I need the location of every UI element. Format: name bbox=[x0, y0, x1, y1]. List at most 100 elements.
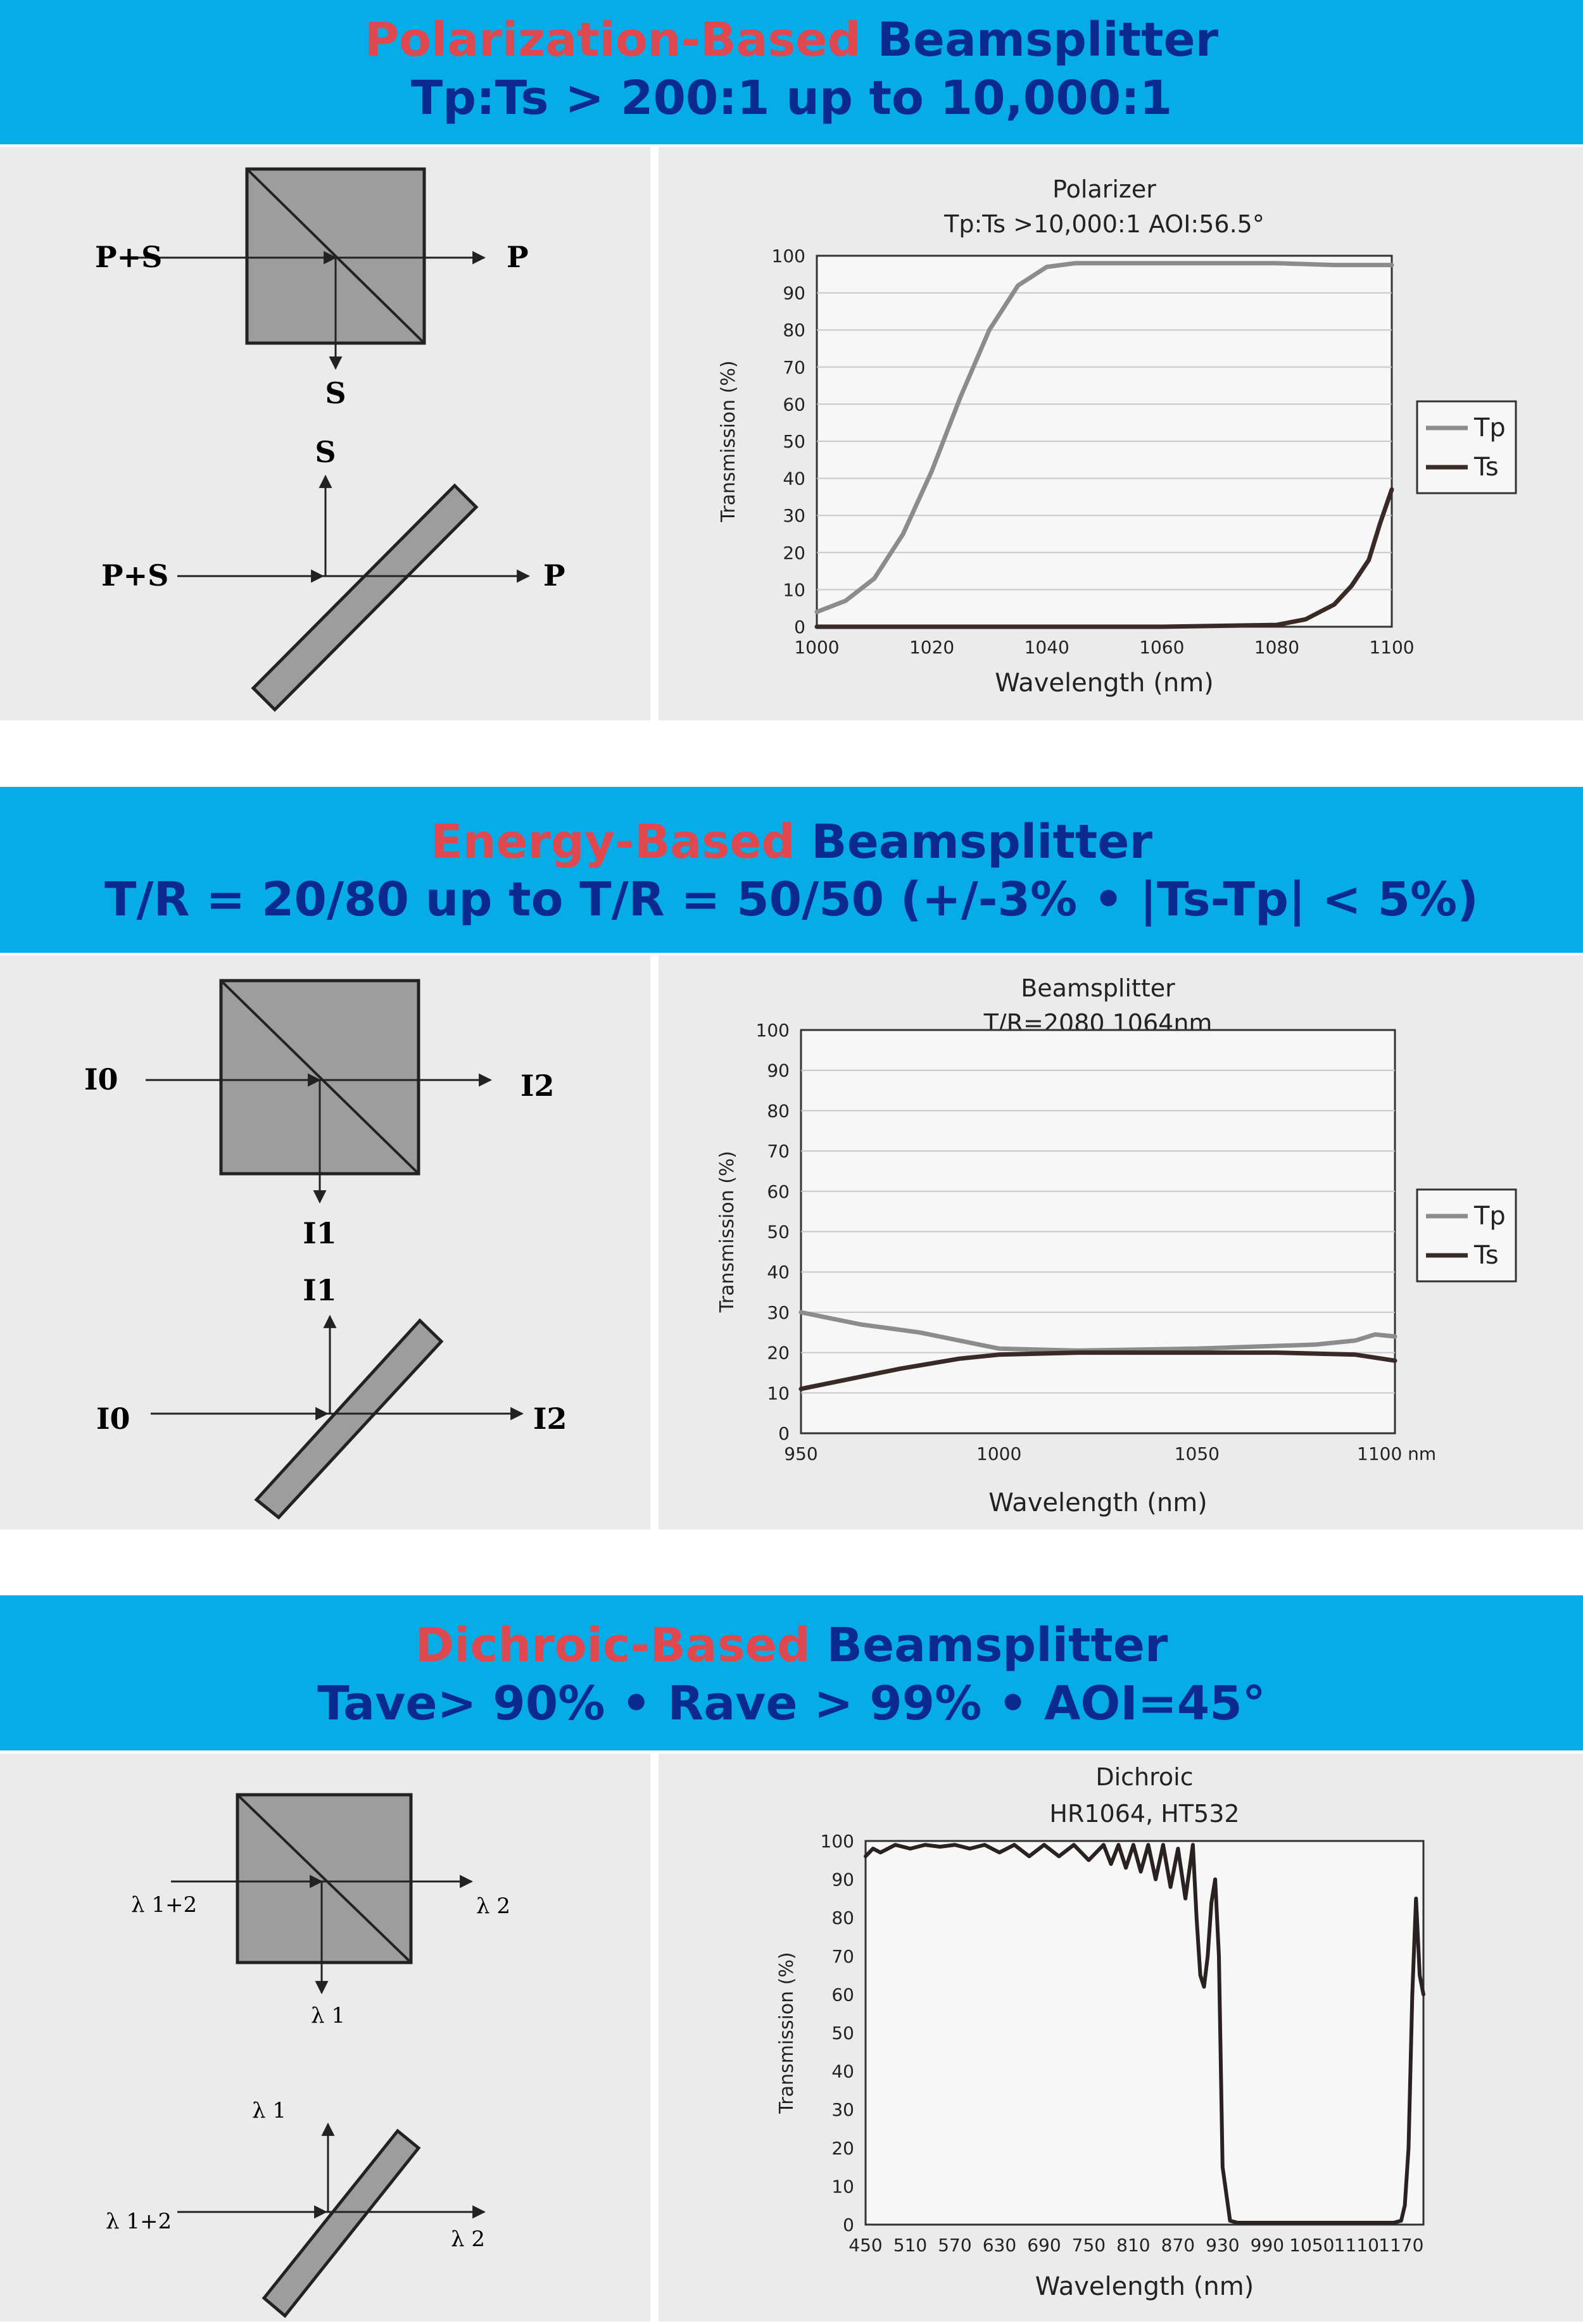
y-tick-label: 30 bbox=[767, 1302, 790, 1323]
cube-reflected-label: S bbox=[325, 376, 346, 410]
diagram-panel-polarization: P+S P S P+S P S bbox=[0, 147, 650, 720]
y-tick-label: 90 bbox=[783, 283, 805, 304]
y-tick-label: 10 bbox=[831, 2176, 854, 2197]
chart-title: Beamsplitter bbox=[1021, 974, 1175, 1002]
cube-reflected-label: λ 1 bbox=[311, 2003, 345, 2028]
cube-beamsplitter bbox=[146, 979, 493, 1204]
legend-label-tp: Tp bbox=[1473, 1202, 1506, 1231]
legend-label-ts: Ts bbox=[1473, 1241, 1499, 1270]
y-tick-label: 80 bbox=[831, 1907, 854, 1928]
y-tick-label: 60 bbox=[783, 394, 805, 415]
series-line-tp bbox=[798, 1310, 1397, 1353]
cube-output-label: I2 bbox=[520, 1069, 555, 1103]
heading-rest: Beamsplitter bbox=[795, 815, 1152, 869]
heading-accent: Dichroic-Based bbox=[415, 1618, 810, 1673]
series-line-ts bbox=[798, 1350, 1397, 1391]
x-tick-label: 1100 bbox=[1369, 637, 1414, 658]
y-tick-label: 0 bbox=[794, 617, 805, 638]
x-axis-label: Wavelength (nm) bbox=[988, 1488, 1208, 1517]
x-tick-label: 1000 bbox=[794, 637, 839, 658]
plate-output-label: I2 bbox=[533, 1402, 567, 1436]
cube-input-label: P+S bbox=[95, 240, 162, 274]
y-tick-label: 30 bbox=[783, 505, 805, 526]
heading-accent: Energy-Based bbox=[431, 815, 795, 869]
plot-area bbox=[864, 1840, 1425, 2226]
y-tick-label: 0 bbox=[843, 2214, 854, 2235]
y-tick-label: 90 bbox=[767, 1060, 790, 1081]
heading-rest: Beamsplitter bbox=[810, 1618, 1168, 1673]
chart-legend: Tp Ts bbox=[1416, 400, 1517, 494]
diagram-panel-energy: I0 I2 I1 I0 I2 I1 bbox=[0, 955, 650, 1529]
x-tick-label: 1040 bbox=[1025, 637, 1069, 658]
chart-panel-energy: Beamsplitter T/R=2080 1064nm 0 10 20 30 40 50 60… bbox=[659, 955, 1583, 1529]
plate-reflected-label: I1 bbox=[303, 1273, 337, 1307]
cube-beamsplitter bbox=[171, 1793, 474, 1995]
diagram-polarization: P+S P S P+S P S bbox=[95, 167, 565, 712]
subheading-energy: T/R = 20/80 up to T/R = 50/50 (+/-3% • |… bbox=[104, 872, 1479, 927]
y-tick-label: 90 bbox=[831, 1869, 854, 1890]
legend-box bbox=[1416, 1188, 1517, 1283]
x-tick-label: 1170 bbox=[1378, 2235, 1423, 2256]
y-tick-label: 100 bbox=[772, 246, 805, 267]
cube-input-label: I0 bbox=[84, 1062, 118, 1096]
y-tick-label: 70 bbox=[831, 1946, 854, 1967]
heading-polarization: Polarization-Based Beamsplitter bbox=[0, 13, 1583, 67]
y-tick-label: 100 bbox=[821, 1831, 854, 1852]
diagram-energy: I0 I2 I1 I0 I2 I1 bbox=[84, 979, 567, 1520]
x-tick-label: 1000 bbox=[976, 1443, 1021, 1464]
plate-output-label: λ 2 bbox=[451, 2227, 485, 2252]
banner-polarization: Polarization-Based Beamsplitter Tp:Ts > … bbox=[0, 0, 1583, 144]
y-tick-label: 50 bbox=[783, 431, 805, 452]
x-tick-label: 810 bbox=[1116, 2235, 1150, 2256]
chart-panel-polarization: Polarizer Tp:Ts >10,000:1 AOI:56.5° 0 10 20 3… bbox=[659, 147, 1583, 720]
x-tick-label: 750 bbox=[1072, 2235, 1106, 2256]
plate-output-label: P bbox=[543, 558, 565, 593]
x-tick-label: 1100 nm bbox=[1357, 1443, 1436, 1464]
y-tick-label: 20 bbox=[831, 2138, 854, 2159]
y-tick-label: 60 bbox=[831, 1984, 854, 2005]
x-tick-label: 1020 bbox=[909, 637, 954, 658]
y-tick-label: 40 bbox=[783, 468, 805, 489]
y-tick-label: 60 bbox=[767, 1181, 790, 1202]
x-axis-label: Wavelength (nm) bbox=[995, 669, 1214, 698]
plate-input-label: I0 bbox=[96, 1402, 130, 1436]
heading-rest: Beamsplitter bbox=[861, 13, 1219, 67]
y-tick-label: 70 bbox=[767, 1141, 790, 1162]
x-tick-label: 1110 bbox=[1334, 2235, 1379, 2256]
series-line-tp bbox=[814, 261, 1394, 615]
x-tick-label: 1060 bbox=[1139, 637, 1184, 658]
y-tick-label: 10 bbox=[767, 1383, 790, 1404]
x-tick-label: 950 bbox=[784, 1443, 817, 1464]
series-line-transmission bbox=[864, 1843, 1425, 2225]
y-tick-label: 80 bbox=[767, 1100, 790, 1121]
x-axis-label: Wavelength (nm) bbox=[1035, 2272, 1254, 2301]
heading-energy: Energy-Based Beamsplitter bbox=[0, 815, 1583, 869]
subheading-polarization: Tp:Ts > 200:1 up to 10,000:1 bbox=[410, 71, 1173, 125]
chart-panel-dichroic: Dichroic HR1064, HT532 0 10 20 30 40 50 60 70 80 90… bbox=[659, 1754, 1583, 2321]
plate-beamsplitter bbox=[177, 474, 531, 712]
plate-beamsplitter bbox=[177, 2122, 486, 2318]
y-axis-label: Transmission (%) bbox=[776, 1952, 798, 2114]
plate-beamsplitter bbox=[151, 1314, 524, 1520]
chart-title: Polarizer bbox=[1052, 175, 1156, 203]
polarizer-chart: Polarizer Tp:Ts >10,000:1 AOI:56.5° 0 1020 3… bbox=[717, 175, 1517, 698]
heading-dichroic: Dichroic-Based Beamsplitter bbox=[0, 1618, 1583, 1673]
y-axis-label: Transmission (%) bbox=[717, 360, 740, 522]
legend-label-tp: Tp bbox=[1473, 413, 1506, 443]
cube-output-label: P bbox=[507, 240, 529, 274]
y-tick-label: 0 bbox=[778, 1423, 790, 1444]
plate-input-label: P+S bbox=[101, 558, 168, 593]
x-tick-label: 450 bbox=[848, 2235, 882, 2256]
chart-subtitle: HR1064, HT532 bbox=[1049, 1800, 1239, 1828]
legend-box bbox=[1416, 400, 1517, 494]
chart-title: Dichroic bbox=[1095, 1763, 1193, 1791]
x-tick-label: 510 bbox=[893, 2235, 927, 2256]
y-tick-label: 30 bbox=[831, 2099, 854, 2120]
y-tick-label: 40 bbox=[767, 1262, 790, 1283]
diagram-dichroic: λ 1+2 λ 2 λ 1 λ 1+2 λ 2 λ 1 bbox=[106, 1793, 510, 2318]
x-tick-label: 1050 bbox=[1175, 1443, 1220, 1464]
y-tick-label: 70 bbox=[783, 357, 805, 378]
cube-reflected-label: I1 bbox=[303, 1216, 337, 1250]
chart-subtitle: Tp:Ts >10,000:1 AOI:56.5° bbox=[943, 210, 1265, 238]
y-axis-label: Transmission (%) bbox=[716, 1151, 738, 1313]
